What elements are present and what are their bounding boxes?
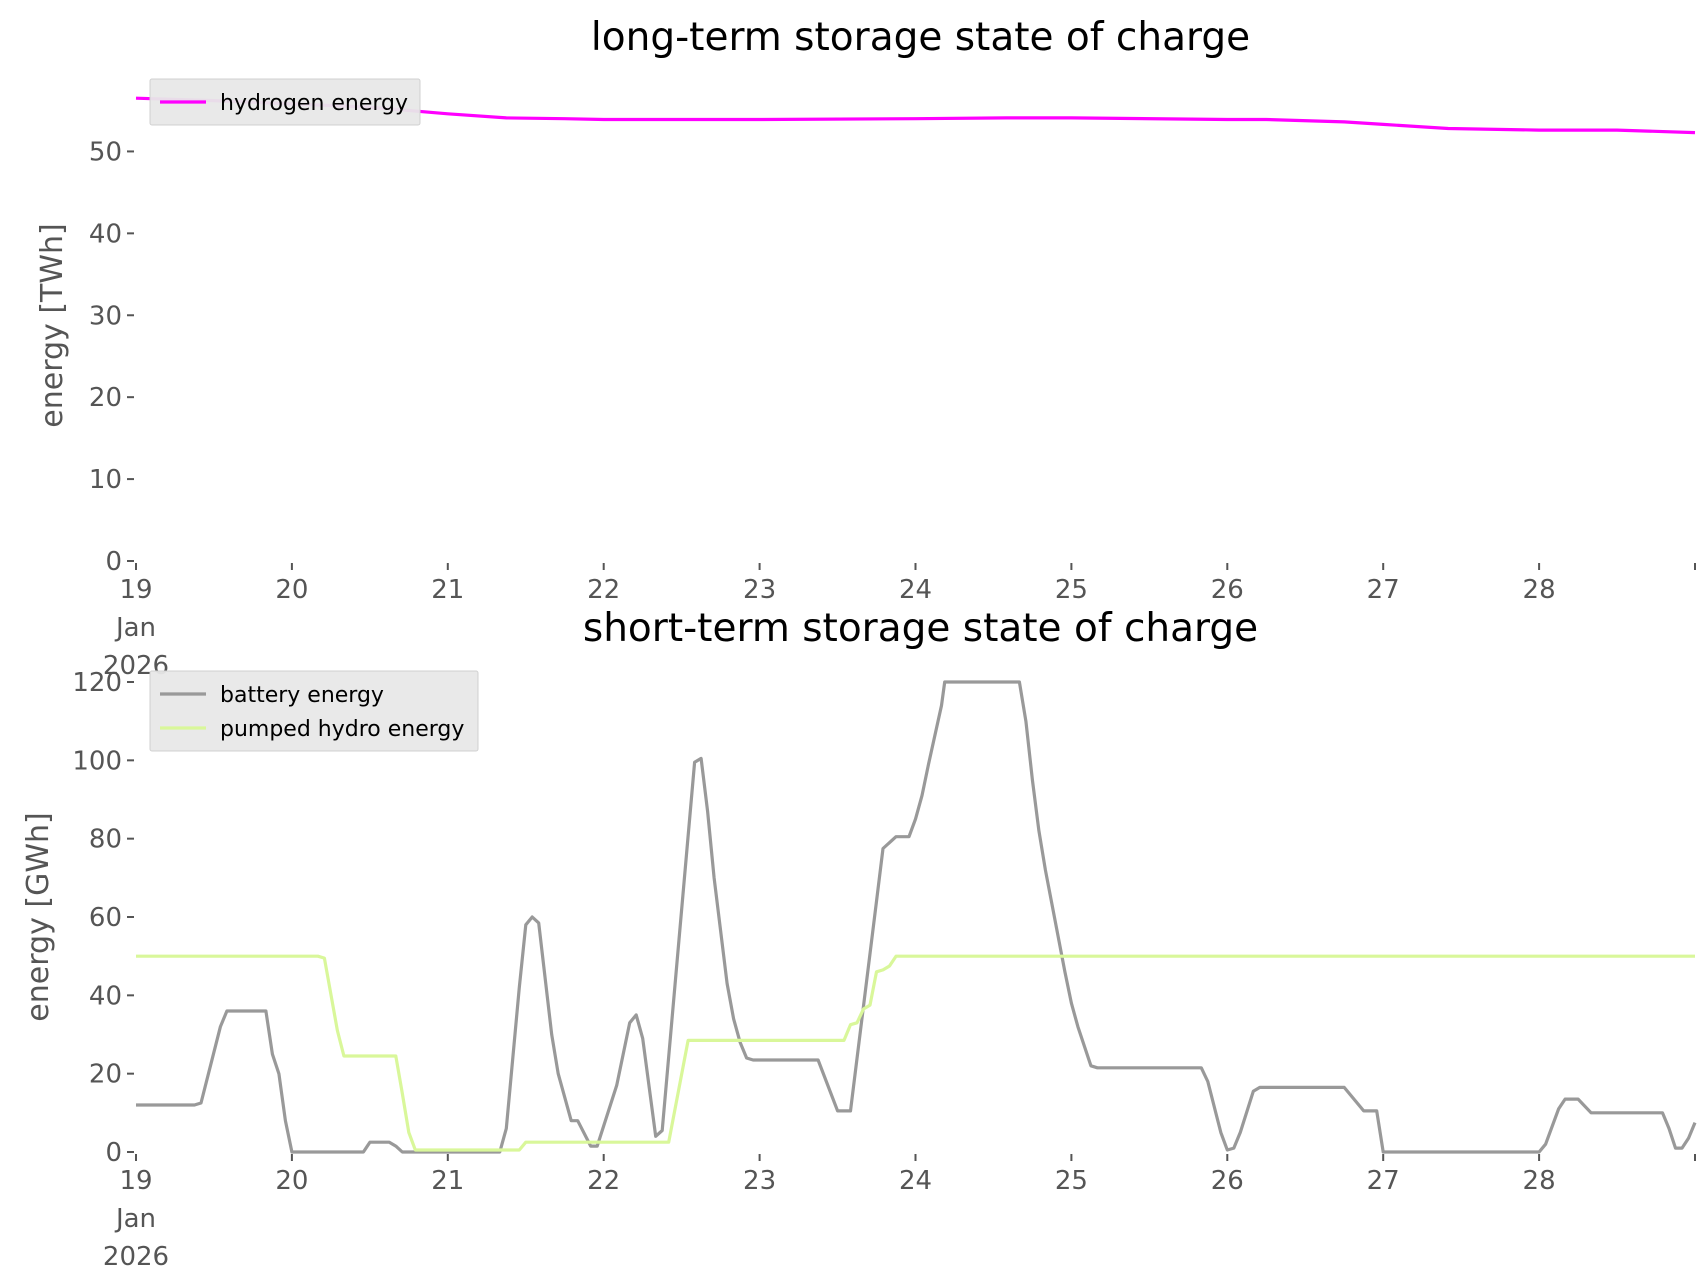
x-tick-label: 22 <box>587 1166 620 1196</box>
y-tick-label: 20 <box>89 383 122 413</box>
x-tick-label: 24 <box>899 1166 932 1196</box>
series-line-pumped-hydro-energy <box>136 954 1695 1152</box>
legend-long-term: hydrogen energy <box>149 78 421 126</box>
x-tick-label: 25 <box>1055 1166 1088 1196</box>
y-tick-label: 50 <box>89 137 122 167</box>
short-term-storage-panel: short-term storage state of charge energ… <box>21 606 1697 1272</box>
y-tick-label: 30 <box>89 301 122 331</box>
legend-label: pumped hydro energy <box>220 717 464 742</box>
x-tick-label: 19 <box>119 1166 152 1196</box>
axis-ticks-short-term: 0 20 40 60 80 100 120 19 Jan 2026 20 21 22 23 24 25 26 27… <box>72 668 1696 1272</box>
legend-short-term: battery energy pumped hydro energy <box>149 670 479 752</box>
x-tick-label: 20 <box>275 1166 308 1196</box>
y-axis-label-short-term: energy [GWh] <box>21 812 56 1021</box>
y-tick-label: 0 <box>105 547 122 577</box>
series-lines-short-term <box>136 680 1697 1154</box>
chart-title-short-term: short-term storage state of charge <box>583 606 1258 651</box>
y-tick-label: 20 <box>89 1060 122 1090</box>
y-tick-label: 40 <box>89 981 122 1011</box>
x-tick-label: 22 <box>587 575 620 605</box>
x-tick-label: 28 <box>1523 575 1556 605</box>
long-term-storage-panel: long-term storage state of charge energy… <box>35 15 1696 681</box>
x-tick-label: 21 <box>431 1166 464 1196</box>
y-axis-label-long-term: energy [TWh] <box>35 223 70 427</box>
y-tick-label: 40 <box>89 219 122 249</box>
chart-title-long-term: long-term storage state of charge <box>591 15 1250 60</box>
x-tick-label: Jan <box>114 1204 156 1234</box>
series-line-battery-energy <box>136 680 1697 1154</box>
x-tick-label: 27 <box>1367 1166 1400 1196</box>
x-tick-label: 26 <box>1211 575 1244 605</box>
legend-box <box>149 78 421 126</box>
y-tick-label: 60 <box>89 903 122 933</box>
x-tick-label: 24 <box>899 575 932 605</box>
x-tick-label: 26 <box>1211 1166 1244 1196</box>
x-tick-label: 2026 <box>103 1242 169 1272</box>
y-tick-label: 100 <box>72 746 122 776</box>
x-tick-label: 20 <box>275 575 308 605</box>
x-tick-label: 23 <box>743 1166 776 1196</box>
y-tick-label: 10 <box>89 465 122 495</box>
y-tick-label: 0 <box>105 1138 122 1168</box>
x-tick-label: 19 <box>119 575 152 605</box>
x-tick-label: Jan <box>114 613 156 643</box>
x-tick-label: 25 <box>1055 575 1088 605</box>
x-tick-label: 23 <box>743 575 776 605</box>
legend-label: hydrogen energy <box>220 91 408 116</box>
legend-box <box>149 670 479 752</box>
legend-label: battery energy <box>220 683 384 708</box>
y-tick-label: 120 <box>72 668 122 698</box>
y-tick-label: 80 <box>89 825 122 855</box>
x-tick-label: 28 <box>1523 1166 1556 1196</box>
x-tick-label: 27 <box>1367 575 1400 605</box>
x-tick-label: 21 <box>431 575 464 605</box>
